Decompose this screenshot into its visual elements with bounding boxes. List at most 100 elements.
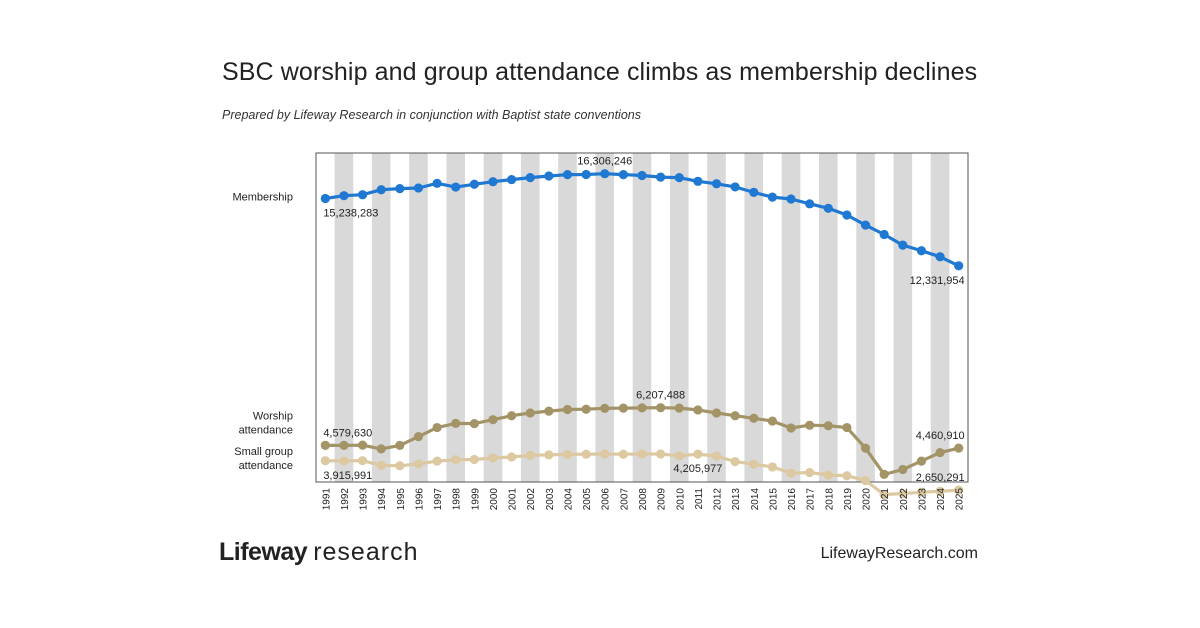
year-band-1996: [409, 153, 428, 482]
worship-attendance-point-1993: [357, 440, 368, 450]
worship-attendance-point-1996: [413, 431, 424, 442]
worship-attendance-name-label-line-1: Worship: [253, 410, 293, 422]
small-group-attendance-point-2019: [842, 471, 852, 481]
small-group-attendance-point-2006: [600, 449, 610, 459]
worship-attendance-value-label-2025: 4,460,910: [916, 430, 965, 442]
membership-value-label-2025: 12,331,954: [910, 275, 965, 287]
x-tick-1999: 1999: [470, 488, 481, 511]
x-tick-2006: 2006: [601, 488, 612, 511]
logo-sub-text: research: [313, 538, 419, 566]
small-group-attendance-point-1992: [339, 456, 349, 466]
worship-attendance-name-label-line-2: attendance: [239, 424, 293, 436]
membership-point-2022: [898, 240, 908, 250]
worship-attendance-point-2001: [507, 411, 517, 421]
worship-attendance-point-2017: [805, 420, 815, 430]
membership-point-2018: [823, 203, 833, 213]
small-group-attendance-point-2014: [749, 459, 759, 469]
x-tick-2008: 2008: [638, 488, 649, 511]
membership-point-2007: [618, 170, 628, 180]
x-axis-tick-labels: 1991 1992 1993 1994 1995 1996 1997 1998 1999 2000…: [321, 488, 965, 511]
year-band-1994: [371, 153, 391, 482]
small-group-attendance-point-2008: [637, 449, 647, 459]
x-tick-2002: 2002: [526, 488, 537, 511]
worship-attendance-series: [320, 403, 964, 479]
small-group-attendance-point-2000: [488, 453, 498, 463]
worship-attendance-point-2006: [600, 403, 610, 413]
small-group-attendance-point-2018: [823, 470, 833, 480]
worship-attendance-point-2011: [693, 405, 703, 415]
x-tick-2021: 2021: [880, 488, 891, 511]
year-band-2022: [893, 153, 913, 482]
small-group-attendance-point-1991: [320, 456, 330, 466]
x-tick-2014: 2014: [750, 488, 761, 511]
worship-attendance-point-2002: [525, 408, 535, 418]
year-band-2002: [520, 153, 540, 482]
worship-attendance-point-2000: [488, 415, 498, 425]
worship-attendance-point-2003: [544, 406, 554, 416]
x-tick-2012: 2012: [713, 488, 724, 511]
x-tick-1993: 1993: [359, 488, 370, 511]
x-tick-1992: 1992: [340, 488, 351, 511]
year-band-2018: [818, 153, 838, 482]
worship-attendance-point-1995: [395, 440, 405, 450]
membership-point-2015: [767, 192, 778, 202]
worship-attendance-point-2007: [618, 403, 628, 413]
membership-value-label-1991: 15,238,283: [323, 207, 378, 219]
worship-attendance-point-2016: [786, 423, 796, 433]
membership-point-2004: [562, 169, 573, 180]
year-band-2020: [856, 153, 875, 482]
small-group-attendance-point-2016: [786, 468, 796, 478]
x-tick-2005: 2005: [582, 488, 593, 511]
worship-attendance-point-2009: [656, 403, 666, 413]
worship-attendance-point-2013: [730, 411, 740, 421]
year-band-2004: [558, 153, 577, 482]
membership-point-2016: [786, 194, 796, 204]
membership-series: [320, 169, 964, 271]
small-group-attendance-point-1998: [451, 455, 461, 465]
worship-attendance-point-1992: [339, 440, 349, 450]
x-tick-2022: 2022: [899, 488, 910, 511]
x-tick-2024: 2024: [936, 488, 947, 511]
year-band-2012: [707, 153, 726, 482]
small-group-attendance-point-2007: [618, 449, 628, 459]
x-tick-2016: 2016: [787, 488, 798, 511]
small-group-attendance-point-2023: [916, 487, 927, 497]
membership-point-1996: [413, 183, 424, 193]
small-group-attendance-point-2010: [674, 451, 684, 461]
worship-attendance-point-2010: [674, 403, 684, 413]
worship-attendance-point-2005: [581, 404, 591, 414]
worship-attendance-point-2020: [860, 443, 871, 453]
year-band-2006: [595, 153, 615, 482]
small-group-attendance-point-1997: [432, 456, 442, 466]
membership-point-2009: [656, 172, 666, 182]
membership-point-1995: [395, 184, 405, 194]
footer-url: LifewayResearch.com: [820, 545, 978, 562]
x-tick-2013: 2013: [731, 488, 742, 511]
small-group-attendance-point-2025: [954, 485, 964, 495]
worship-attendance-point-2024: [935, 447, 945, 458]
small-group-attendance-name-label-line-2: attendance: [239, 460, 293, 472]
membership-point-1997: [432, 178, 442, 188]
worship-attendance-point-2014: [749, 413, 759, 423]
lifeway-research-logo: Lifeway research: [219, 538, 418, 567]
membership-point-2011: [693, 176, 703, 186]
membership-point-2012: [711, 179, 722, 189]
x-tick-2019: 2019: [843, 488, 854, 511]
membership-point-2013: [730, 182, 740, 192]
small-group-attendance-point-2013: [730, 457, 740, 467]
small-group-attendance-point-1993: [357, 456, 368, 466]
membership-point-2006: [600, 169, 610, 179]
x-tick-2003: 2003: [545, 488, 556, 511]
year-band-2000: [483, 153, 503, 482]
small-group-attendance-point-1996: [413, 459, 424, 469]
worship-attendance-point-2025: [954, 443, 964, 453]
membership-point-2017: [805, 199, 815, 209]
series-layer: [320, 169, 964, 500]
x-tick-2020: 2020: [862, 488, 873, 511]
membership-point-2019: [842, 210, 852, 220]
chart-subtitle: Prepared by Lifeway Research in conjunct…: [222, 108, 641, 122]
worship-attendance-point-2023: [916, 456, 927, 466]
year-band-1998: [446, 153, 466, 482]
small-group-attendance-point-2015: [767, 462, 778, 472]
